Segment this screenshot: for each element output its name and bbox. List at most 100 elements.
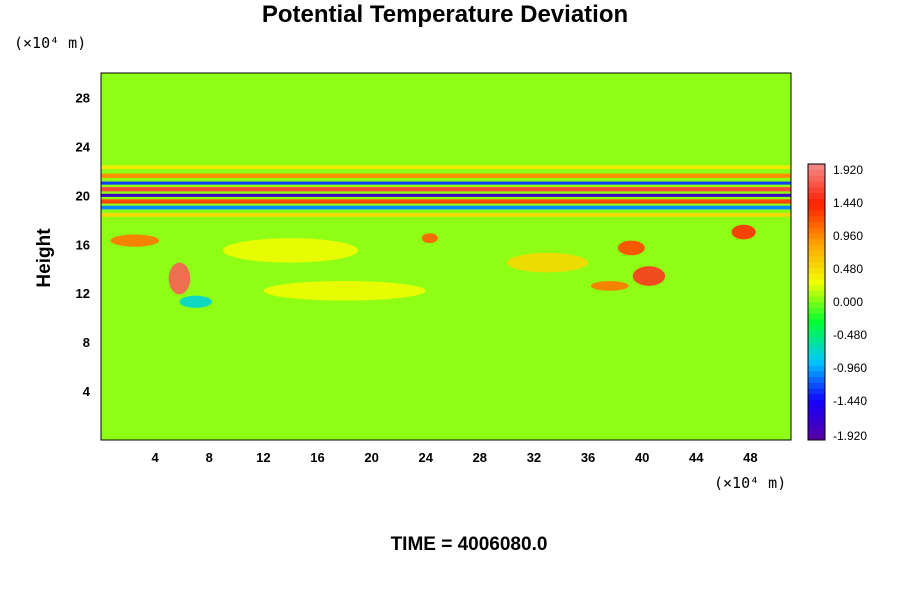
colorbar-cell xyxy=(808,187,825,194)
colorbar-cell xyxy=(808,313,825,320)
heatmap-band xyxy=(101,181,791,185)
colorbar-cell xyxy=(808,273,825,280)
colorbar-cell xyxy=(808,290,825,297)
colorbar-cell xyxy=(808,261,825,268)
x-axis-unit: (×10⁴ m) xyxy=(714,474,786,492)
heatmap-band xyxy=(101,205,791,210)
colorbar-label: 1.440 xyxy=(833,196,863,210)
colorbar-cell xyxy=(808,376,825,383)
heatmap-band xyxy=(101,173,791,178)
heatmap-cell xyxy=(731,224,756,240)
colorbar-cell xyxy=(808,399,825,406)
heatmap-features xyxy=(101,165,791,308)
colorbar-cell xyxy=(808,198,825,205)
colorbar-cell xyxy=(808,319,825,326)
colorbar-label: 1.920 xyxy=(833,163,863,177)
colorbar-cell xyxy=(808,336,825,343)
colorbar-cell xyxy=(808,307,825,314)
colorbar-cell xyxy=(808,279,825,286)
colorbar-cell xyxy=(808,359,825,366)
colorbar-cell xyxy=(808,325,825,332)
colorbar-cell xyxy=(808,394,825,401)
colorbar-cell xyxy=(808,215,825,222)
heatmap-cell xyxy=(506,252,589,273)
x-tick-label: 8 xyxy=(206,450,213,465)
colorbar-label: -1.920 xyxy=(833,429,867,443)
x-tick-label: 48 xyxy=(743,450,757,465)
colorbar-cell xyxy=(808,192,825,199)
colorbar-cell xyxy=(808,175,825,182)
colorbar-cell xyxy=(808,353,825,360)
colorbar-cell xyxy=(808,227,825,234)
colorbar-cell xyxy=(808,388,825,395)
heatmap-band xyxy=(101,193,791,197)
colorbar-cell xyxy=(808,169,825,176)
heatmap-band xyxy=(101,187,791,192)
colorbar-cell xyxy=(808,284,825,291)
colorbar-cell xyxy=(808,221,825,228)
colorbar-label: 0.480 xyxy=(833,262,863,276)
colorbar-cell xyxy=(808,296,825,303)
colorbar-border xyxy=(807,163,826,441)
chart-title: Potential Temperature Deviation xyxy=(262,1,628,28)
x-tick-label: 28 xyxy=(473,450,487,465)
heatmap-plot-area xyxy=(100,72,792,441)
x-tick-label: 40 xyxy=(635,450,649,465)
colorbar-cell xyxy=(808,267,825,274)
plot-border xyxy=(100,72,792,441)
colorbar-cell xyxy=(808,181,825,188)
heatmap-band xyxy=(101,199,791,204)
y-tick-label: 8 xyxy=(83,335,90,350)
colorbar-cell xyxy=(808,405,825,412)
colorbar-cell xyxy=(808,244,825,251)
colorbar-cell xyxy=(808,302,825,309)
heatmap-cell xyxy=(110,234,160,247)
colorbar-cell xyxy=(808,428,825,435)
colorbar-label: 0.000 xyxy=(833,295,863,309)
x-tick-label: 44 xyxy=(689,450,704,465)
y-tick-label: 16 xyxy=(76,237,90,252)
heatmap-band xyxy=(101,165,791,170)
colorbar: 1.920 1.440 0.960 0.480 0.000 -0.480 -0.960 -1.… xyxy=(807,163,867,443)
colorbar-cell xyxy=(808,342,825,349)
colorbar-cell xyxy=(808,250,825,257)
colorbar-cell xyxy=(808,164,825,171)
colorbar-label: -0.480 xyxy=(833,328,867,342)
colorbar-cell xyxy=(808,233,825,240)
heatmap-cell xyxy=(179,295,212,308)
colorbar-cells xyxy=(808,164,825,441)
colorbar-cell xyxy=(808,434,825,441)
colorbar-cell xyxy=(808,330,825,337)
time-label: TIME = 4006080.0 xyxy=(391,534,548,555)
colorbar-cell xyxy=(808,411,825,418)
colorbar-cell xyxy=(808,417,825,424)
x-tick-label: 36 xyxy=(581,450,595,465)
x-tick-label: 24 xyxy=(418,450,433,465)
colorbar-cell xyxy=(808,204,825,211)
y-tick-label: 12 xyxy=(76,286,90,301)
y-axis-label: Height xyxy=(34,228,55,288)
heatmap-cell xyxy=(168,262,191,295)
x-tick-label: 4 xyxy=(152,450,160,465)
colorbar-label: -0.960 xyxy=(833,361,867,375)
colorbar-cell xyxy=(808,210,825,217)
heatmap-cell xyxy=(421,233,438,244)
heatmap-cell xyxy=(263,280,426,301)
colorbar-label: 0.960 xyxy=(833,229,863,243)
colorbar-cell xyxy=(808,238,825,245)
y-tick-label: 28 xyxy=(76,90,90,105)
colorbar-labels: 1.920 1.440 0.960 0.480 0.000 -0.480 -0.960 -1.… xyxy=(833,163,867,443)
heatmap-cell xyxy=(617,240,645,256)
heatmap-cell xyxy=(590,280,629,291)
x-tick-label: 12 xyxy=(256,450,270,465)
y-tick-label: 24 xyxy=(76,139,91,154)
heatmap-cell xyxy=(632,266,666,286)
heatmap-band xyxy=(101,213,791,217)
colorbar-label: -1.440 xyxy=(833,394,867,408)
colorbar-cell xyxy=(808,256,825,263)
colorbar-cell xyxy=(808,365,825,372)
colorbar-cell xyxy=(808,371,825,378)
y-axis-ticks: 4 8 12 16 20 24 28 xyxy=(76,90,91,399)
heatmap-background xyxy=(101,73,791,440)
